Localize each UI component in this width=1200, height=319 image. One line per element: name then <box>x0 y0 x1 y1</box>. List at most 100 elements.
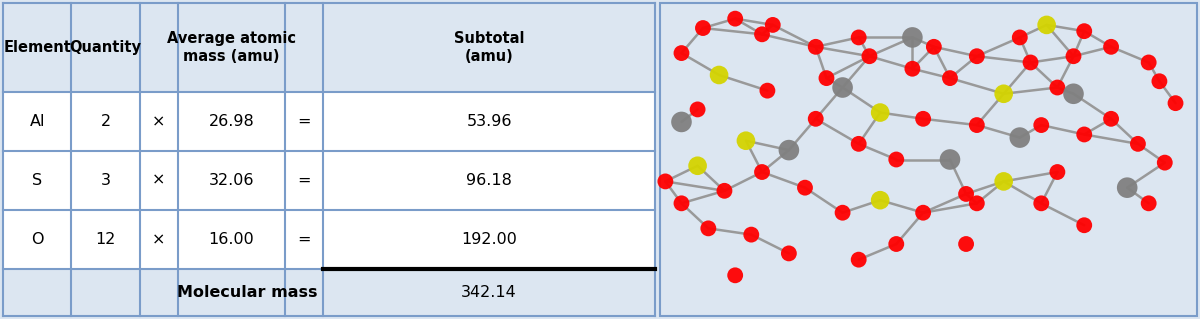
Point <box>1117 185 1136 190</box>
Text: 53.96: 53.96 <box>467 114 512 129</box>
Point <box>688 163 707 168</box>
Point <box>1075 132 1094 137</box>
Point <box>796 185 815 190</box>
Point <box>1048 169 1067 174</box>
Point <box>1102 44 1121 49</box>
Point <box>698 226 718 231</box>
Text: ×: × <box>152 232 166 247</box>
Point <box>1064 91 1084 96</box>
Point <box>737 138 756 143</box>
Text: =: = <box>298 114 311 129</box>
Bar <box>2 151 655 210</box>
Text: Element: Element <box>4 40 71 55</box>
Text: 3: 3 <box>101 173 110 188</box>
Text: Molecular mass: Molecular mass <box>176 285 317 300</box>
Point <box>779 251 798 256</box>
Text: 32.06: 32.06 <box>209 173 254 188</box>
Text: Subtotal
(amu): Subtotal (amu) <box>454 31 524 64</box>
Point <box>726 16 745 21</box>
Point <box>672 119 691 124</box>
Bar <box>2 3 655 92</box>
Text: =: = <box>298 232 311 247</box>
Point <box>763 22 782 27</box>
Point <box>742 232 761 237</box>
Point <box>833 85 852 90</box>
Point <box>956 241 976 247</box>
Point <box>967 122 986 128</box>
Point <box>967 201 986 206</box>
Text: 192.00: 192.00 <box>461 232 517 247</box>
Text: 12: 12 <box>96 232 116 247</box>
Point <box>694 26 713 31</box>
Point <box>887 241 906 247</box>
Point <box>1139 201 1158 206</box>
Bar <box>2 269 655 316</box>
Point <box>1150 79 1169 84</box>
Text: ×: × <box>152 173 166 188</box>
Point <box>779 148 798 153</box>
Point <box>870 198 889 203</box>
Point <box>913 116 932 121</box>
Bar <box>660 3 1198 316</box>
Text: =: = <box>298 173 311 188</box>
Point <box>967 54 986 59</box>
Point <box>1102 116 1121 121</box>
Point <box>688 107 707 112</box>
Text: 342.14: 342.14 <box>461 285 517 300</box>
Point <box>1075 223 1094 228</box>
Point <box>1010 135 1030 140</box>
Point <box>850 257 869 262</box>
Point <box>655 179 674 184</box>
Text: 26.98: 26.98 <box>209 114 254 129</box>
Point <box>1037 22 1056 27</box>
Point <box>902 66 922 71</box>
Point <box>860 54 880 59</box>
Bar <box>2 92 655 151</box>
Point <box>726 273 745 278</box>
Point <box>806 116 826 121</box>
Point <box>1075 29 1094 34</box>
Point <box>956 191 976 197</box>
Text: ×: × <box>152 114 166 129</box>
Text: Al: Al <box>30 114 44 129</box>
Point <box>1048 85 1067 90</box>
Point <box>715 188 734 193</box>
Text: 96.18: 96.18 <box>466 173 512 188</box>
Point <box>924 44 943 49</box>
Point <box>806 44 826 49</box>
Text: Average atomic
mass (amu): Average atomic mass (amu) <box>167 31 296 64</box>
Point <box>833 210 852 215</box>
Text: S: S <box>32 173 42 188</box>
Point <box>1010 35 1030 40</box>
Point <box>817 76 836 81</box>
Point <box>850 35 869 40</box>
Point <box>758 88 778 93</box>
Bar <box>2 210 655 269</box>
Point <box>672 201 691 206</box>
Point <box>850 141 869 146</box>
Point <box>672 50 691 56</box>
Text: 2: 2 <box>101 114 110 129</box>
Point <box>1021 60 1040 65</box>
Point <box>1139 60 1158 65</box>
Point <box>1032 122 1051 128</box>
Point <box>994 179 1013 184</box>
Point <box>709 72 728 78</box>
Point <box>913 210 932 215</box>
Text: O: O <box>31 232 43 247</box>
Point <box>1064 54 1084 59</box>
Point <box>941 76 960 81</box>
Point <box>870 110 889 115</box>
Point <box>902 35 922 40</box>
Point <box>1128 141 1147 146</box>
Point <box>752 169 772 174</box>
Point <box>1156 160 1175 165</box>
Point <box>1032 201 1051 206</box>
Point <box>752 32 772 37</box>
Point <box>994 91 1013 96</box>
Point <box>887 157 906 162</box>
Text: 16.00: 16.00 <box>209 232 254 247</box>
Point <box>941 157 960 162</box>
Point <box>1166 100 1186 106</box>
Text: Quantity: Quantity <box>70 40 142 55</box>
